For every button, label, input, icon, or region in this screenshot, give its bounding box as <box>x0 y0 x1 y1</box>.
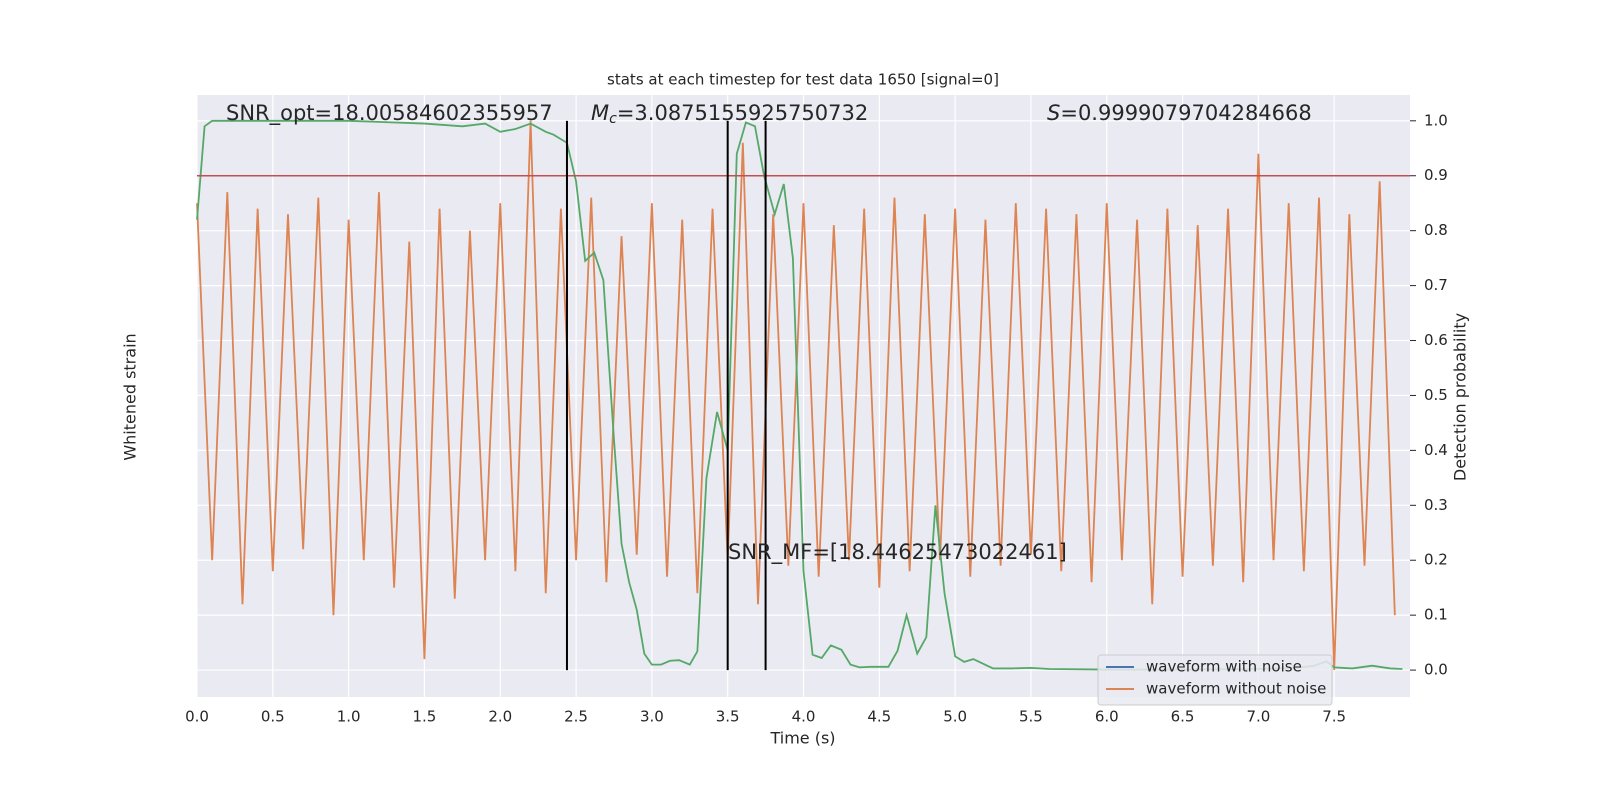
y2-tick-label: 0.7 <box>1424 276 1448 294</box>
y2-tick-label: 0.9 <box>1424 166 1448 184</box>
annotation-symbol: S <box>1047 101 1060 125</box>
legend-label: waveform without noise <box>1146 680 1326 698</box>
x-tick-label: 5.0 <box>943 708 967 726</box>
x-tick-label: 6.5 <box>1171 708 1195 726</box>
annotation-text: SNR_opt=18.00584602355957 <box>226 101 553 126</box>
x-tick-label: 5.5 <box>1019 708 1043 726</box>
annotation-text: =3.0875155925750732 <box>617 101 868 125</box>
annotation-symbol: M <box>591 101 609 125</box>
x-axis-label: Time (s) <box>769 729 835 748</box>
x-tick-label: 7.0 <box>1246 708 1270 726</box>
x-tick-label: 6.0 <box>1095 708 1119 726</box>
annotation-subscript: c <box>609 111 617 127</box>
x-tick-label: 3.5 <box>716 708 740 726</box>
chart-title: stats at each timestep for test data 165… <box>607 71 999 89</box>
y2-tick-label: 0.5 <box>1424 386 1448 404</box>
annotation-text: =0.9999079704284668 <box>1060 101 1311 125</box>
annotation: SNR_MF=[18.44625473022461] <box>728 540 1067 565</box>
x-tick-label: 4.5 <box>867 708 891 726</box>
y2-tick-label: 0.8 <box>1424 221 1448 239</box>
legend <box>1097 654 1333 706</box>
series-line <box>196 120 1396 671</box>
y2-tick-label: 1.0 <box>1424 111 1448 129</box>
annotation-text: SNR_MF=[18.44625473022461] <box>728 540 1067 565</box>
annotation: Mc=3.0875155925750732 <box>591 101 868 127</box>
series-line <box>196 119 1403 671</box>
annotation: SNR_opt=18.00584602355957 <box>226 101 553 126</box>
y2-tick-label: 0.3 <box>1424 496 1448 514</box>
x-tick-label: 2.5 <box>564 708 588 726</box>
legend-label: waveform with noise <box>1146 658 1302 676</box>
y2-tick-label: 0.0 <box>1424 661 1448 679</box>
y2-tick-label: 0.1 <box>1424 606 1448 624</box>
x-tick-label: 0.0 <box>185 708 209 726</box>
annotation: S=0.9999079704284668 <box>1047 101 1312 125</box>
y-axis-label: Whitened strain <box>121 333 140 460</box>
marks <box>196 119 1410 671</box>
x-tick-label: 4.0 <box>792 708 816 726</box>
x-tick-label: 1.0 <box>337 708 361 726</box>
y2-axis-label: Detection probability <box>1451 313 1470 481</box>
x-tick-label: 2.0 <box>488 708 512 726</box>
x-tick-label: 3.0 <box>640 708 664 726</box>
x-tick-label: 7.5 <box>1322 708 1346 726</box>
x-tick-label: 1.5 <box>413 708 437 726</box>
y2-tick-label: 0.4 <box>1424 441 1448 459</box>
y2-tick-label: 0.2 <box>1424 551 1448 569</box>
x-tick-label: 0.5 <box>261 708 285 726</box>
y2-tick-label: 0.6 <box>1424 331 1448 349</box>
